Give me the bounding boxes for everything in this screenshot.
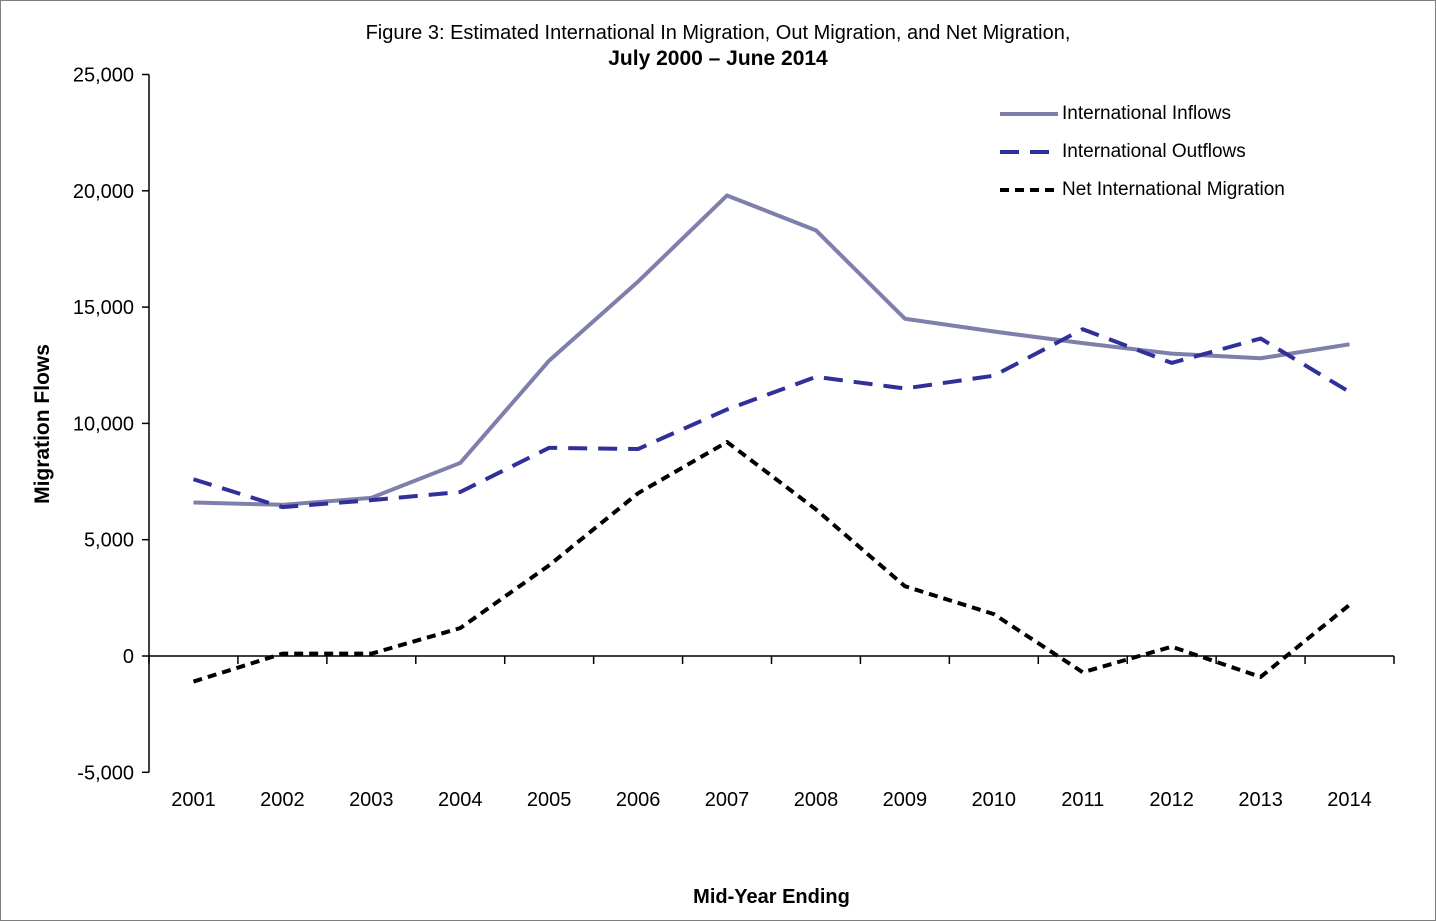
chart-legend: International Inflows International Outf…: [999, 95, 1285, 209]
x-tick-label: 2009: [883, 789, 928, 811]
x-tick-label: 2014: [1327, 789, 1372, 811]
y-axis-title: Migration Flows: [31, 344, 54, 504]
y-tick-label: 25,000: [73, 65, 134, 87]
x-tick-label: 2004: [438, 789, 483, 811]
inflows-line-sample-icon: [1000, 112, 1058, 116]
x-tick-label: 2008: [794, 789, 839, 811]
x-tick-label: 2006: [616, 789, 661, 811]
x-axis-title: Mid-Year Ending: [693, 886, 850, 908]
x-tick-label: 2013: [1238, 789, 1283, 811]
legend-label-outflows: International Outflows: [1062, 141, 1246, 162]
series-line-international-inflows: [193, 193, 1350, 507]
net-migration-line-sample-icon: [1000, 188, 1058, 192]
y-tick-label: 0: [123, 646, 134, 668]
chart-subtitle: July 2000 – June 2014: [608, 47, 828, 70]
legend-item-net-international-migration: Net International Migration: [999, 171, 1285, 209]
legend-item-international-outflows: International Outflows: [999, 133, 1285, 171]
x-tick-label: 2002: [260, 789, 305, 811]
x-tick-label: 2001: [171, 789, 216, 811]
x-tick-label: 2012: [1149, 789, 1194, 811]
chart-title: Figure 3: Estimated International In Mig…: [365, 22, 1071, 44]
series-line-international-outflows: [192, 327, 1351, 510]
series-line-net-international-migration: [192, 440, 1351, 684]
y-tick-label: 10,000: [73, 413, 134, 435]
y-tick-label: 5,000: [84, 530, 134, 552]
x-tick-label: 2005: [527, 789, 572, 811]
x-tick-label: 2003: [349, 789, 394, 811]
x-tick-label: 2010: [972, 789, 1017, 811]
x-tick-label: 2007: [705, 789, 750, 811]
legend-label-inflows: International Inflows: [1062, 103, 1231, 124]
legend-item-international-inflows: International Inflows: [999, 95, 1285, 133]
y-tick-label: -5,000: [77, 762, 134, 784]
y-tick-label: 15,000: [73, 297, 134, 319]
legend-label-net-migration: Net International Migration: [1062, 179, 1285, 200]
x-tick-label: 2011: [1061, 789, 1104, 811]
outflows-line-sample-icon: [1000, 150, 1058, 154]
y-tick-label: 20,000: [73, 181, 134, 203]
